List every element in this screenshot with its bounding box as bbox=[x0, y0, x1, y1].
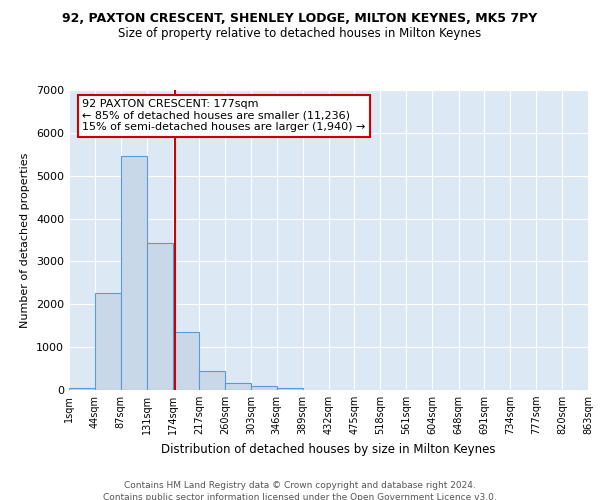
Bar bbox=[95, 292, 121, 390]
Y-axis label: Number of detached properties: Number of detached properties bbox=[20, 152, 31, 328]
Bar bbox=[121, 156, 146, 390]
Text: 92, PAXTON CRESCENT, SHENLEY LODGE, MILTON KEYNES, MK5 7PY: 92, PAXTON CRESCENT, SHENLEY LODGE, MILT… bbox=[62, 12, 538, 26]
Bar bbox=[69, 388, 95, 390]
Bar bbox=[251, 386, 277, 390]
Text: Contains public sector information licensed under the Open Government Licence v3: Contains public sector information licen… bbox=[103, 492, 497, 500]
X-axis label: Distribution of detached houses by size in Milton Keynes: Distribution of detached houses by size … bbox=[161, 442, 496, 456]
Bar bbox=[199, 370, 225, 390]
Bar bbox=[173, 332, 199, 390]
Text: Contains HM Land Registry data © Crown copyright and database right 2024.: Contains HM Land Registry data © Crown c… bbox=[124, 481, 476, 490]
Text: 92 PAXTON CRESCENT: 177sqm
← 85% of detached houses are smaller (11,236)
15% of : 92 PAXTON CRESCENT: 177sqm ← 85% of deta… bbox=[82, 99, 365, 132]
Bar bbox=[225, 382, 251, 390]
Bar bbox=[277, 388, 302, 390]
Text: Size of property relative to detached houses in Milton Keynes: Size of property relative to detached ho… bbox=[118, 28, 482, 40]
Bar bbox=[147, 243, 173, 390]
